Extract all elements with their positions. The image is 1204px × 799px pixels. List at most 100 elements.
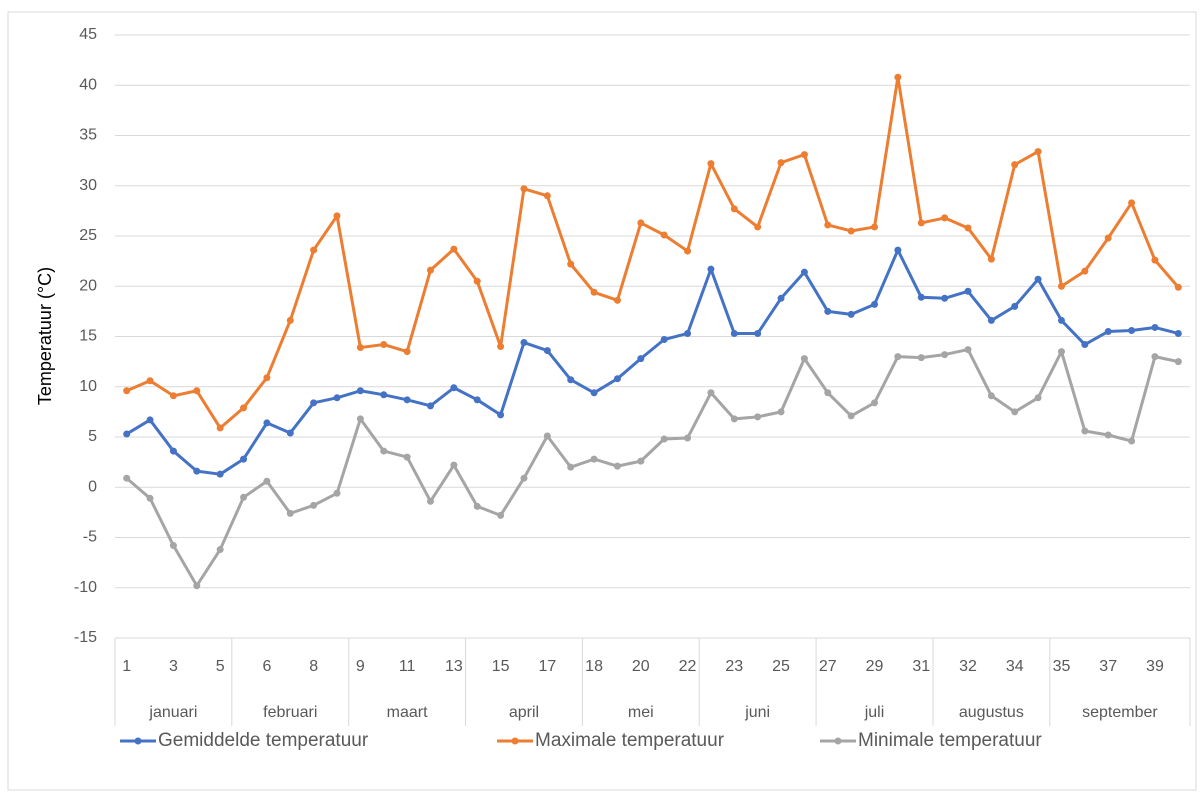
legend-marker	[511, 737, 519, 745]
y-tick-label: 45	[79, 26, 97, 43]
data-point	[847, 310, 855, 318]
data-point	[1174, 329, 1182, 337]
x-tick-label: 35	[1053, 658, 1071, 675]
data-point	[310, 246, 318, 254]
data-point	[941, 294, 949, 302]
data-point	[684, 247, 692, 255]
x-tick-label: 15	[492, 658, 510, 675]
data-point	[894, 73, 902, 81]
data-point	[426, 402, 434, 410]
data-point	[193, 467, 201, 475]
x-group-label: augustus	[959, 704, 1024, 721]
x-tick-label: 39	[1146, 658, 1164, 675]
x-group-label: maart	[387, 704, 428, 721]
series-line	[125, 348, 1179, 588]
data-point	[754, 329, 762, 337]
data-point	[684, 434, 692, 442]
data-point	[123, 430, 131, 438]
y-axis-label: Temperatuur (°C)	[35, 267, 55, 405]
legend-label: Minimale temperatuur	[858, 730, 1042, 751]
data-point	[473, 396, 481, 404]
data-point	[871, 300, 879, 308]
data-point	[894, 246, 902, 254]
data-point	[146, 494, 154, 502]
legend-marker	[134, 737, 142, 745]
data-point	[1011, 161, 1019, 169]
y-tick-label: -10	[74, 579, 97, 596]
data-point	[216, 470, 224, 478]
data-point	[964, 346, 972, 354]
data-point	[286, 509, 294, 517]
data-point	[567, 376, 575, 384]
x-tick-label: 11	[399, 658, 416, 675]
y-tick-label: 35	[79, 127, 97, 144]
data-point	[707, 160, 715, 168]
data-point	[824, 221, 832, 229]
x-tick-label: 27	[819, 658, 837, 675]
data-point	[520, 339, 528, 347]
x-tick-label: 25	[772, 658, 790, 675]
data-point	[1151, 353, 1159, 361]
y-tick-label: 10	[79, 378, 97, 395]
x-tick-label: 34	[1006, 658, 1024, 675]
data-point	[730, 205, 738, 213]
data-point	[169, 542, 177, 550]
data-point	[660, 435, 668, 443]
data-point	[917, 293, 925, 301]
data-point	[1034, 394, 1042, 402]
data-point	[1081, 341, 1089, 349]
data-point	[964, 224, 972, 232]
data-point	[403, 453, 411, 461]
data-point	[216, 424, 224, 432]
data-point	[1057, 282, 1065, 290]
x-group-label: september	[1082, 704, 1158, 721]
data-point	[333, 394, 341, 402]
series-line	[125, 248, 1179, 476]
data-point	[1174, 283, 1182, 291]
data-point	[1034, 148, 1042, 156]
data-point	[380, 341, 388, 349]
data-point	[520, 474, 528, 482]
data-point	[1128, 326, 1136, 334]
data-point	[240, 404, 248, 412]
data-point	[1151, 256, 1159, 264]
data-point	[1057, 348, 1065, 356]
data-point	[263, 419, 271, 427]
data-point	[964, 287, 972, 295]
data-point	[380, 391, 388, 399]
y-tick-label: 40	[79, 76, 97, 93]
data-point	[590, 389, 598, 397]
data-point	[590, 455, 598, 463]
data-point	[1104, 431, 1112, 439]
x-tick-label: 37	[1099, 658, 1117, 675]
data-point	[637, 355, 645, 363]
data-point	[777, 159, 785, 167]
data-point	[333, 212, 341, 220]
data-point	[543, 192, 551, 200]
x-group-label: juli	[864, 704, 885, 721]
data-point	[240, 493, 248, 501]
data-point	[660, 231, 668, 239]
y-tick-label: 5	[88, 428, 97, 445]
data-point	[754, 223, 762, 231]
x-group-label: juni	[744, 704, 770, 721]
data-point	[497, 411, 505, 419]
x-group-label: april	[509, 704, 539, 721]
y-tick-label: -15	[74, 629, 97, 646]
x-tick-label: 3	[169, 658, 178, 675]
data-point	[286, 316, 294, 324]
data-point	[917, 354, 925, 362]
data-point	[730, 415, 738, 423]
data-point	[613, 462, 621, 470]
data-point	[847, 412, 855, 420]
x-tick-label: 6	[262, 658, 271, 675]
data-point	[800, 355, 808, 363]
y-tick-label: 20	[79, 277, 97, 294]
x-tick-label: 31	[912, 658, 930, 675]
data-point	[987, 316, 995, 324]
x-tick-label: 20	[632, 658, 650, 675]
data-point	[1011, 408, 1019, 416]
y-tick-label: 15	[79, 328, 97, 345]
data-point	[613, 296, 621, 304]
